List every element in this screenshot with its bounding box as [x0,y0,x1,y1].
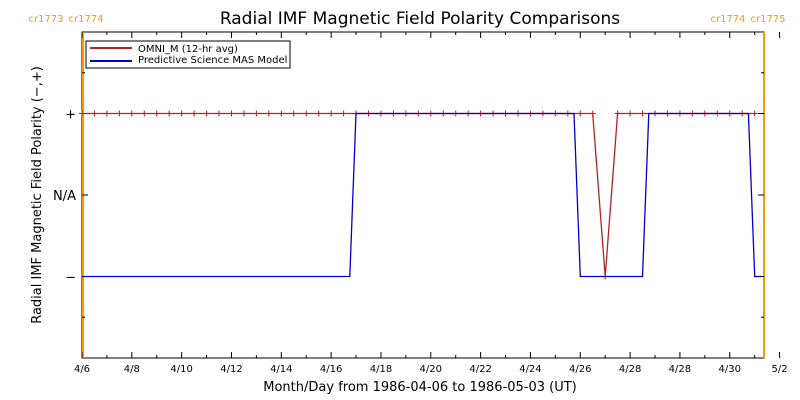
data-point-marker [577,110,584,117]
data-point-marker [103,110,110,117]
x-tick-label: 4/18 [370,364,392,375]
data-point-marker [589,110,596,117]
x-tick-label: 4/24 [519,364,541,375]
x-tick-label: 4/12 [220,364,242,375]
x-axis-label: Month/Day from 1986-04-06 to 1986-05-03 … [263,380,576,395]
cr-label: cr1775 [750,14,785,25]
data-point-marker [290,110,297,117]
cr-label: cr1774 [710,14,745,25]
x-tick-label: 4/8 [124,364,140,375]
data-point-marker [265,110,272,117]
x-tick-label: 4/22 [469,364,491,375]
data-point-marker [128,110,135,117]
series-line-1 [82,112,761,278]
data-point-marker [216,110,223,117]
x-tick-label: 4/26 [569,364,591,375]
cr-label: cr1774 [68,14,103,25]
cr-label: cr1773 [28,14,63,25]
data-point-marker [278,110,285,117]
x-tick-label: 4/6 [74,364,90,375]
legend: OMNI_M (12-hr avg) Predictive Science MA… [85,40,291,69]
y-tick-label: − [65,271,76,286]
x-tick-label: 4/10 [170,364,192,375]
data-point-marker [627,110,634,117]
legend-box [85,40,291,69]
x-tick-label: 5/2 [772,364,788,375]
data-point-marker [116,110,123,117]
data-point-marker [166,110,173,117]
chart-title: Radial IMF Magnetic Field Polarity Compa… [220,9,620,29]
y-tick-label: + [65,108,76,123]
data-point-marker [240,110,247,117]
x-tick-label: 4/16 [320,364,342,375]
x-tick-label: 4/28 [669,364,691,375]
data-point-marker [303,110,310,117]
legend-label-mas: Predictive Science MAS Model [138,55,287,66]
y-axis-label: Radial IMF Magnetic Field Polarity (−,+) [30,66,45,324]
data-point-marker [253,110,260,117]
data-point-marker [79,110,85,117]
x-tick-label: 4/14 [270,364,292,375]
y-tick-label: N/A [53,189,76,204]
data-point-marker [315,110,322,117]
data-point-marker [751,110,758,117]
data-point-marker [614,110,621,117]
series-layer [79,110,761,280]
x-tick-label: 4/20 [420,364,442,375]
x-tick-label: 4/30 [719,364,741,375]
data-point-marker [153,110,160,117]
data-point-marker [191,110,198,117]
data-point-marker [203,110,210,117]
data-point-marker [178,110,185,117]
x-tick-label: 4/28 [619,364,641,375]
data-point-marker [639,110,646,117]
axis-ticks: + N/A − 4/6 4/8 4/10 4/12 4/14 4/16 4/18 4/20 4/22 4… [53,32,788,375]
data-point-marker [340,110,347,117]
data-point-marker [91,110,98,117]
data-point-marker [328,110,335,117]
legend-label-omni: OMNI_M (12-hr avg) [138,44,238,55]
data-point-marker [141,110,148,117]
data-point-marker [228,110,235,117]
